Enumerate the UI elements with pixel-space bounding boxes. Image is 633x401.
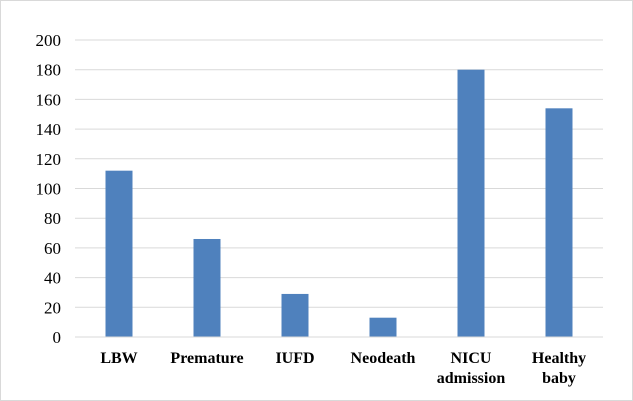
bars	[105, 69, 573, 337]
x-tick-label: Healthy baby	[532, 350, 586, 387]
bar	[193, 238, 221, 337]
x-tick-label: LBW	[100, 350, 137, 367]
x-tick-label-line: Premature	[170, 350, 243, 367]
y-axis-ticks: 0 20 40 60 80 100 120 140 160 180 200	[36, 31, 62, 347]
x-axis-labels: LBW Premature IUFD Neodeath NICU admission Hea…	[100, 350, 586, 387]
x-tick-label-line: Neodeath	[351, 350, 416, 367]
y-tick-label: 180	[36, 61, 62, 80]
gridlines	[75, 39, 603, 308]
x-tick-label: Premature	[170, 350, 243, 367]
bar	[457, 69, 485, 337]
y-tick-label: 40	[44, 269, 61, 288]
x-tick-label: Neodeath	[351, 350, 416, 367]
y-tick-label: 0	[53, 328, 62, 347]
bar	[281, 293, 309, 337]
x-tick-label: NICU admission	[437, 350, 506, 387]
bar	[545, 108, 573, 337]
x-tick-label-line: NICU	[451, 350, 492, 367]
bar	[105, 170, 133, 337]
x-tick-label-line: IUFD	[275, 350, 314, 367]
x-tick-label-line: LBW	[100, 350, 137, 367]
x-tick-label-line: Healthy	[532, 350, 586, 367]
y-tick-label: 200	[36, 31, 62, 50]
y-tick-label: 140	[36, 120, 62, 139]
y-tick-label: 160	[36, 90, 62, 109]
y-tick-label: 120	[36, 150, 62, 169]
y-tick-label: 100	[36, 180, 62, 199]
x-tick-label-line: baby	[542, 370, 576, 387]
x-tick-label-line: admission	[437, 370, 506, 387]
y-tick-label: 80	[44, 209, 61, 228]
y-tick-label: 60	[44, 239, 61, 258]
bar	[369, 317, 397, 337]
y-tick-label: 20	[44, 298, 61, 317]
x-tick-label: IUFD	[275, 350, 314, 367]
